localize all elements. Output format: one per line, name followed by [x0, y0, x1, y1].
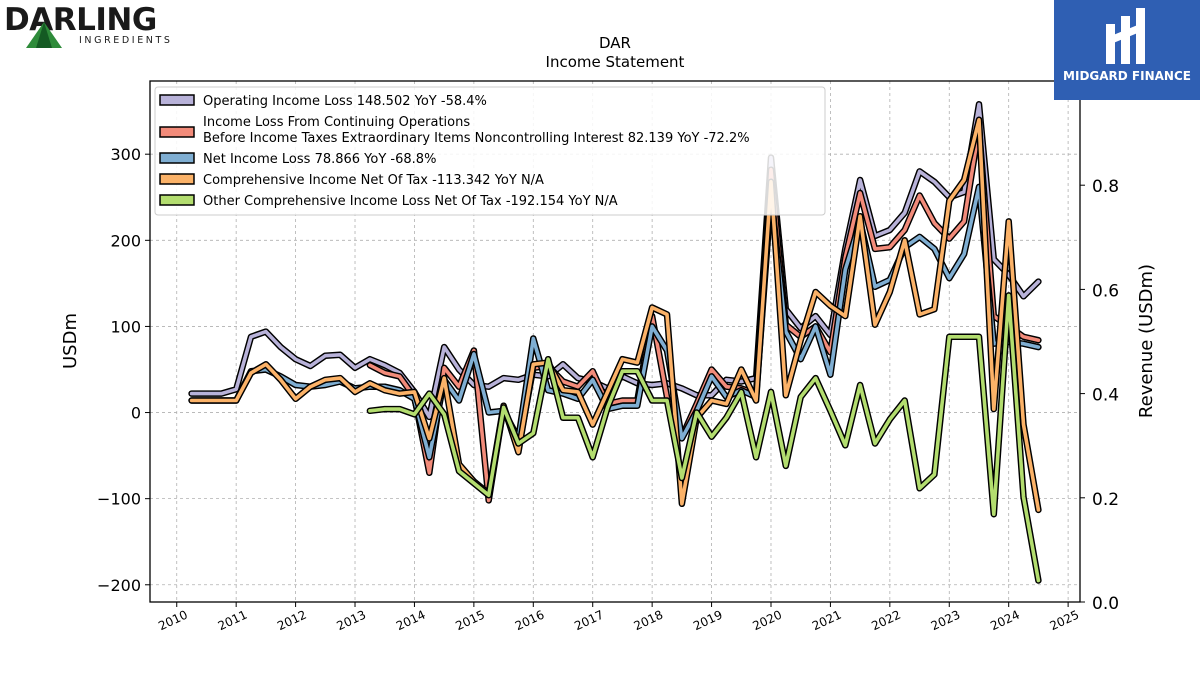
chart-title: DAR — [599, 34, 631, 52]
logo-wordmark: DARLING — [4, 2, 157, 38]
x-tick-label: 2021 — [810, 608, 844, 634]
y-tick-label: 300 — [110, 145, 141, 164]
y2-tick-label: 0.8 — [1092, 177, 1119, 197]
x-tick-label: 2024 — [988, 608, 1022, 634]
y2-tick-label: 0.6 — [1092, 281, 1119, 301]
legend-label-comprehensive-income: Comprehensive Income Net Of Tax -113.342… — [203, 173, 544, 188]
legend-swatch-other-comprehensive — [159, 194, 195, 206]
x-tick-label: 2014 — [394, 608, 428, 634]
y-tick-label: 200 — [110, 231, 141, 250]
midgard-wordmark: MIDGARD FINANCE — [1063, 69, 1191, 83]
x-tick-label: 2018 — [632, 608, 666, 634]
x-tick-label: 2013 — [335, 608, 369, 634]
x-tick-label: 2016 — [513, 608, 547, 634]
x-tick-label: 2010 — [156, 608, 190, 634]
legend-swatch-pretax-income — [159, 126, 195, 138]
midgard-emblem-icon — [1106, 8, 1145, 64]
y2-axis-label: Revenue (USDm) — [1136, 264, 1157, 418]
y-axis-ticks: −200 −100 0 100 200 300 — [97, 145, 150, 595]
series-outline-2 — [188, 183, 1042, 461]
x-tick-label: 2019 — [691, 608, 725, 634]
chart-subtitle: Income Statement — [546, 53, 685, 71]
y-tick-label: 0 — [131, 404, 141, 423]
legend-swatch-net-income — [159, 152, 195, 164]
series-line-2 — [189, 185, 1041, 460]
y2-tick-label: 0.4 — [1092, 386, 1119, 406]
x-axis-ticks: 2010 2011 2012 2013 2014 2015 2016 2017 2018 2019… — [156, 602, 1081, 633]
legend-swatch-operating-income — [159, 94, 195, 106]
y-axis-label: USDm — [60, 313, 81, 369]
y2-tick-label: 0.0 — [1092, 594, 1119, 614]
legend-label-operating-income: Operating Income Loss 148.502 YoY -58.4% — [203, 94, 487, 109]
midgard-finance-logo: MIDGARD FINANCE — [1054, 0, 1200, 100]
series-line-3 — [189, 118, 1041, 512]
y-tick-label: −200 — [97, 576, 141, 595]
x-tick-label: 2023 — [929, 608, 963, 634]
legend-label-other-comprehensive: Other Comprehensive Income Loss Net Of T… — [203, 194, 618, 209]
y-tick-label: −100 — [97, 490, 141, 509]
series-line-4 — [368, 293, 1041, 583]
y2-tick-label: 0.2 — [1092, 490, 1119, 510]
legend-label-pretax-income-line2: Before Income Taxes Extraordinary Items … — [203, 131, 750, 146]
x-tick-label: 2012 — [275, 608, 309, 634]
x-tick-label: 2022 — [869, 608, 903, 634]
x-tick-label: 2017 — [572, 608, 606, 634]
x-tick-label: 2025 — [1048, 608, 1082, 634]
logo-subtext: INGREDIENTS — [79, 35, 173, 46]
legend: Operating Income Loss 148.502 YoY -58.4%… — [154, 86, 826, 216]
x-tick-label: 2011 — [216, 608, 250, 634]
y-tick-label: 100 — [110, 317, 141, 336]
legend-label-pretax-income-line1: Income Loss From Continuing Operations — [203, 115, 470, 130]
x-tick-label: 2020 — [750, 608, 784, 634]
plot-frame — [149, 80, 1081, 603]
y2-axis-ticks: 0.0 0.2 0.4 0.6 0.8 — [1080, 177, 1119, 614]
x-tick-label: 2015 — [453, 608, 487, 634]
darling-ingredients-logo: DARLING INGREDIENTS — [4, 2, 179, 50]
legend-swatch-comprehensive-income — [159, 173, 195, 185]
series-lines — [188, 101, 1042, 584]
logo-triangle-icon — [26, 22, 62, 48]
legend-label-net-income: Net Income Loss 78.866 YoY -68.8% — [203, 152, 436, 167]
legend-box — [154, 86, 826, 216]
